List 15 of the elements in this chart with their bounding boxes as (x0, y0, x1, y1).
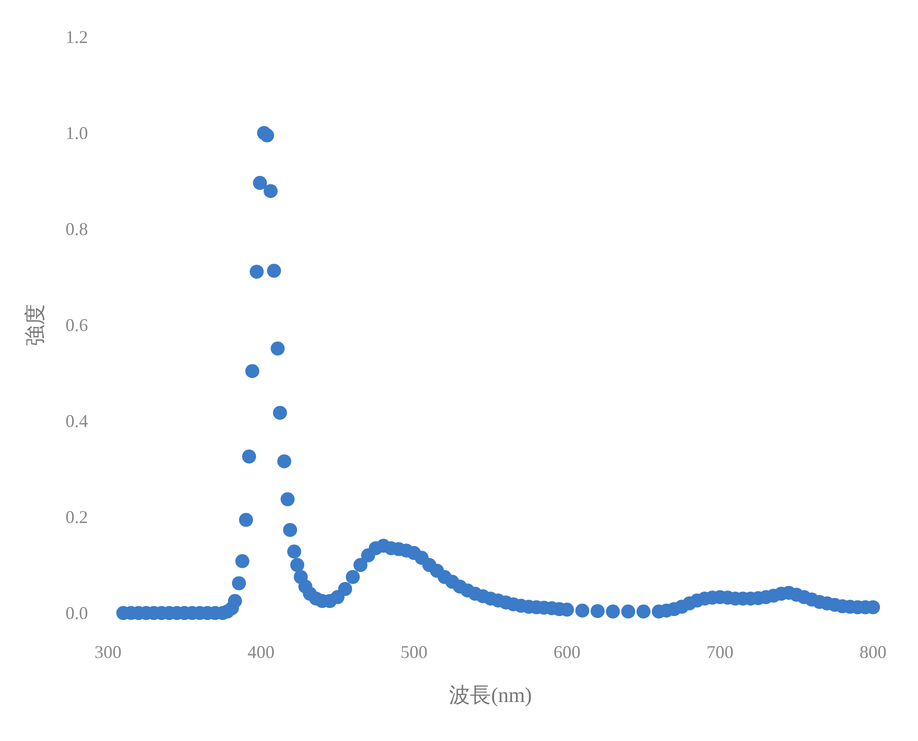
y-tick-label: 0.2 (66, 507, 88, 527)
x-tick-label: 500 (400, 642, 428, 662)
y-axis-title: 強度 (23, 304, 47, 346)
y-tick-label: 0.6 (66, 315, 88, 335)
y-tick-label: 1.2 (66, 27, 88, 47)
x-axis-title: 波長(nm) (449, 683, 532, 707)
y-tick-label: 0.4 (66, 411, 88, 431)
x-tick-label: 600 (554, 642, 580, 662)
y-tick-label: 1.0 (66, 123, 88, 143)
x-tick-label: 800 (860, 642, 886, 662)
x-tick-label: 400 (248, 642, 274, 662)
y-tick-label: 0.0 (66, 603, 88, 623)
x-tick-label: 300 (94, 642, 122, 662)
x-tick-label: 700 (706, 642, 734, 662)
y-tick-label: 0.8 (66, 219, 88, 239)
